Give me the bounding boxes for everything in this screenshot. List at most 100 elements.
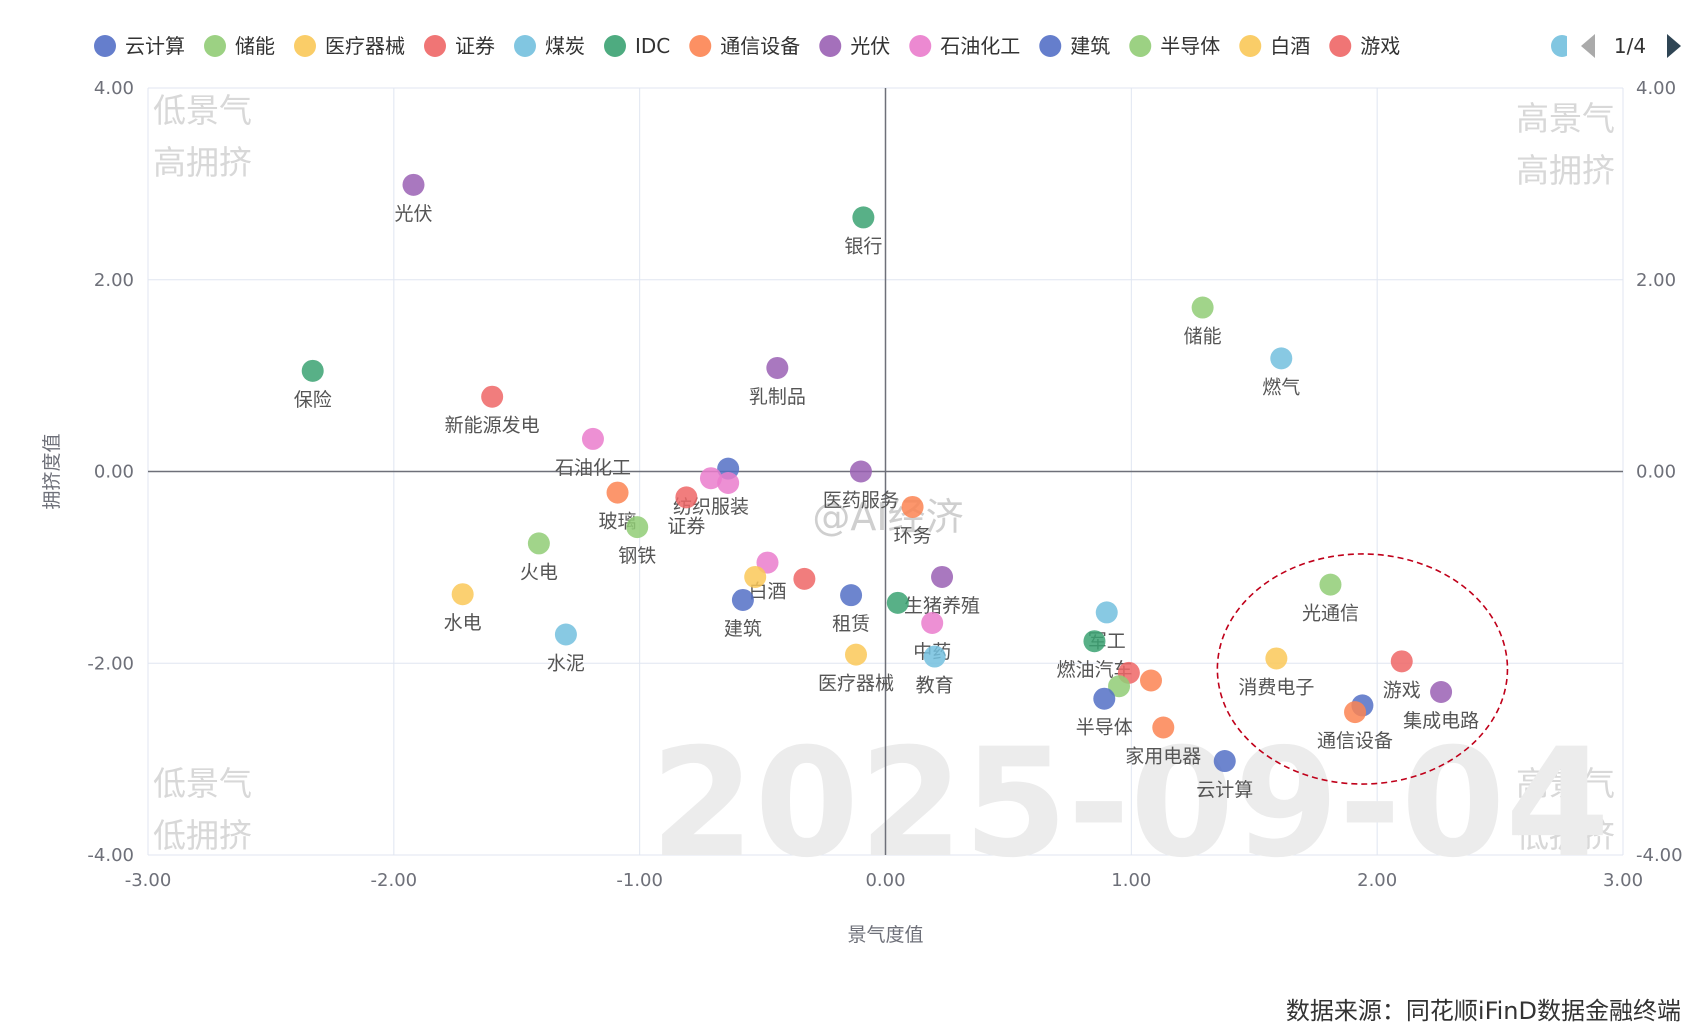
point-marker[interactable]	[921, 611, 944, 634]
point-marker[interactable]	[527, 532, 550, 555]
legend-item-label[interactable]: 医疗器械	[325, 34, 405, 58]
data-point[interactable]	[793, 567, 816, 590]
point-marker[interactable]	[923, 645, 946, 668]
point-marker[interactable]	[1108, 675, 1131, 698]
point-marker[interactable]	[1152, 716, 1175, 739]
data-point[interactable]: 环务	[894, 495, 932, 547]
point-marker[interactable]	[1093, 687, 1116, 710]
point-marker[interactable]	[744, 565, 767, 588]
point-marker[interactable]	[840, 584, 863, 607]
legend-marker[interactable]	[424, 35, 446, 57]
legend-marker[interactable]	[819, 35, 842, 57]
point-marker[interactable]	[481, 385, 504, 408]
data-point[interactable]	[1108, 675, 1131, 698]
legend-item-label[interactable]: 通信设备	[720, 34, 800, 58]
point-marker[interactable]	[1344, 701, 1367, 724]
data-point[interactable]: 租赁	[832, 584, 870, 635]
point-marker[interactable]	[554, 623, 577, 646]
data-point[interactable]: 燃油汽车	[1056, 630, 1132, 681]
point-marker[interactable]	[766, 356, 789, 379]
point-marker[interactable]	[886, 591, 909, 614]
point-marker[interactable]	[1213, 750, 1236, 773]
point-marker[interactable]	[1140, 669, 1162, 692]
data-point[interactable]: 银行	[844, 206, 882, 257]
data-point[interactable]: 乳制品	[749, 356, 806, 408]
legend-marker[interactable]	[94, 35, 116, 57]
legend-item-label[interactable]: 游戏	[1360, 34, 1400, 58]
point-marker[interactable]	[731, 588, 754, 611]
data-point[interactable]: 生猪养殖	[904, 565, 980, 617]
legend-item-label[interactable]: 建筑	[1070, 34, 1110, 58]
data-point[interactable]: 储能	[1184, 296, 1222, 348]
point-marker[interactable]	[675, 486, 698, 509]
legend-marker[interactable]	[1239, 35, 1262, 57]
data-point[interactable]	[744, 565, 767, 588]
point-marker[interactable]	[1270, 347, 1293, 370]
data-point[interactable]: 水电	[444, 583, 482, 634]
point-marker[interactable]	[581, 427, 604, 450]
data-point[interactable]	[1140, 669, 1162, 692]
point-marker[interactable]	[793, 567, 816, 590]
point-marker[interactable]	[901, 495, 924, 518]
data-point[interactable]: 保险	[294, 359, 332, 411]
point-marker[interactable]	[852, 206, 875, 229]
legend-marker[interactable]	[204, 35, 226, 57]
point-marker[interactable]	[1319, 573, 1342, 596]
data-point[interactable]: 新能源发电	[445, 385, 540, 437]
point-marker[interactable]	[451, 583, 474, 606]
legend-marker[interactable]	[689, 35, 712, 57]
legend-item-label[interactable]: 石油化工	[940, 34, 1020, 58]
data-point[interactable]	[886, 591, 909, 614]
data-point[interactable]: 通信设备	[1317, 701, 1393, 752]
legend-next-icon[interactable]	[1667, 34, 1681, 58]
data-point[interactable]: 建筑	[724, 588, 762, 640]
legend-marker[interactable]	[909, 35, 932, 57]
legend-item-label[interactable]: 储能	[235, 34, 275, 58]
data-point[interactable]: 火电	[520, 532, 558, 583]
data-point[interactable]: 燃气	[1262, 347, 1300, 398]
data-point[interactable]: 云计算	[1196, 750, 1253, 801]
data-point[interactable]: 光伏	[394, 173, 433, 225]
data-point[interactable]: 医药服务	[823, 460, 899, 512]
point-marker[interactable]	[845, 643, 867, 666]
legend-item-label[interactable]: 证券	[455, 34, 495, 58]
data-point[interactable]: 半导体	[1076, 687, 1133, 739]
legend[interactable]: 云计算 储能 医疗器械 证券 煤炭 IDC 通信设备 光伏 石油化工 建筑 半导体 白酒 游戏 1/4	[94, 28, 1687, 68]
data-point[interactable]: 钢铁	[618, 516, 656, 567]
legend-marker[interactable]	[514, 35, 536, 57]
data-point[interactable]: 水泥	[547, 623, 585, 674]
data-point[interactable]: 集成电路	[1403, 681, 1479, 732]
data-point[interactable]: 教育	[916, 645, 954, 697]
data-point[interactable]: 消费电子	[1238, 647, 1314, 698]
point-marker[interactable]	[1390, 650, 1413, 673]
point-marker[interactable]	[301, 359, 324, 382]
point-marker[interactable]	[1430, 681, 1453, 704]
point-marker[interactable]	[626, 516, 649, 539]
point-marker[interactable]	[717, 472, 740, 495]
legend-item-label[interactable]: 煤炭	[545, 34, 585, 58]
point-marker[interactable]	[931, 565, 954, 588]
data-point[interactable]: 光通信	[1302, 573, 1359, 625]
legend-item-label[interactable]: 白酒	[1270, 34, 1310, 58]
data-point[interactable]: 医疗器械	[818, 643, 894, 695]
data-point[interactable]: 家用电器	[1125, 716, 1201, 767]
legend-item-label[interactable]: 半导体	[1160, 34, 1220, 58]
point-marker[interactable]	[1191, 296, 1214, 319]
legend-marker[interactable]	[604, 35, 626, 57]
data-point[interactable]: 石油化工	[555, 427, 631, 479]
data-point[interactable]: 证券	[667, 486, 705, 537]
data-point[interactable]: 游戏	[1383, 650, 1421, 701]
point-marker[interactable]	[699, 467, 722, 490]
legend-item-label[interactable]: IDC	[635, 34, 670, 58]
point-marker[interactable]	[1265, 647, 1288, 670]
legend-item-label[interactable]: 光伏	[850, 34, 890, 58]
point-marker[interactable]	[606, 481, 629, 504]
legend-marker[interactable]	[1329, 35, 1352, 57]
point-marker[interactable]	[849, 460, 872, 483]
point-marker[interactable]	[756, 551, 779, 574]
legend-prev-icon[interactable]	[1581, 34, 1595, 58]
legend-marker[interactable]	[294, 35, 316, 57]
point-marker[interactable]	[1095, 601, 1118, 624]
point-marker[interactable]	[402, 173, 425, 196]
